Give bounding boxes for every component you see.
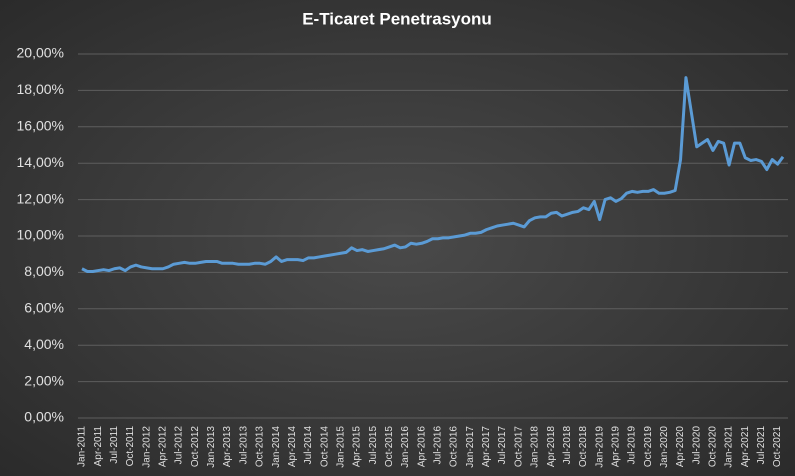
x-tick-label: Jul-2016 [433,426,444,465]
x-tick-label: Oct-2021 [772,426,783,468]
x-tick-label: Oct-2020 [708,426,719,468]
y-tick-label: 14,00% [17,154,64,170]
x-tick-label: Apr-2014 [287,426,298,468]
y-tick-label: 4,00% [24,336,64,352]
x-tick-label: Jul-2011 [109,426,120,464]
y-tick-label: 16,00% [17,118,64,134]
x-tick-label: Apr-2015 [352,426,363,468]
y-tick-label: 12,00% [17,190,64,206]
x-tick-label: Oct-2013 [255,426,266,468]
x-tick-label: Oct-2012 [190,426,201,468]
x-tick-label: Jul-2020 [691,426,702,465]
x-tick-label: Jul-2015 [368,426,379,465]
y-tick-label: 6,00% [24,300,64,316]
x-tick-label: Apr-2017 [481,426,492,468]
x-tick-label: Jan-2011 [77,426,88,467]
x-tick-label: Oct-2011 [125,426,136,467]
x-tick-label: Jul-2014 [303,426,314,465]
data-line [81,76,785,273]
x-tick-label: Jan-2014 [271,426,282,468]
y-tick-label: 8,00% [24,263,64,279]
x-tick-label: Jan-2018 [530,426,541,468]
y-tick-label: 2,00% [24,372,64,388]
y-tick-label: 18,00% [17,81,64,97]
x-tick-label: Jan-2012 [141,426,152,468]
x-tick-label: Oct-2015 [384,426,395,468]
y-tick-label: 0,00% [24,409,64,425]
chart-title: E-Ticaret Penetrasyonu [302,9,492,28]
x-tick-label: Apr-2011 [93,426,104,467]
x-tick-label: Jan-2016 [400,426,411,468]
x-tick-label: Apr-2020 [675,426,686,468]
x-tick-label: Jan-2021 [724,426,735,468]
x-tick-label: Oct-2014 [319,426,330,468]
x-tick-label: Jan-2015 [335,426,346,468]
x-tick-label: Oct-2018 [578,426,589,468]
x-tick-label: Apr-2013 [222,426,233,468]
x-tick-label: Jan-2020 [659,426,670,468]
x-tick-label: Jul-2021 [756,426,767,465]
x-tick-label: Jan-2013 [206,426,217,468]
y-tick-label: 20,00% [17,45,64,61]
x-tick-label: Jul-2013 [238,426,249,465]
x-tick-label: Oct-2016 [449,426,460,468]
x-tick-label: Jan-2017 [465,426,476,468]
y-tick-label: 10,00% [17,227,64,243]
x-tick-label: Apr-2012 [158,426,169,468]
x-tick-label: Apr-2018 [546,426,557,468]
x-tick-label: Jul-2012 [174,426,185,465]
x-tick-label: Apr-2021 [740,426,751,468]
x-tick-label: Jul-2019 [627,426,638,465]
x-tick-label: Jul-2017 [497,426,508,465]
x-tick-label: Apr-2016 [416,426,427,468]
x-tick-label: Oct-2017 [513,426,524,468]
x-tick-label: Jul-2018 [562,426,573,465]
x-tick-label: Apr-2019 [610,426,621,468]
x-tick-label: Jan-2019 [594,426,605,468]
x-tick-label: Oct-2019 [643,426,654,468]
